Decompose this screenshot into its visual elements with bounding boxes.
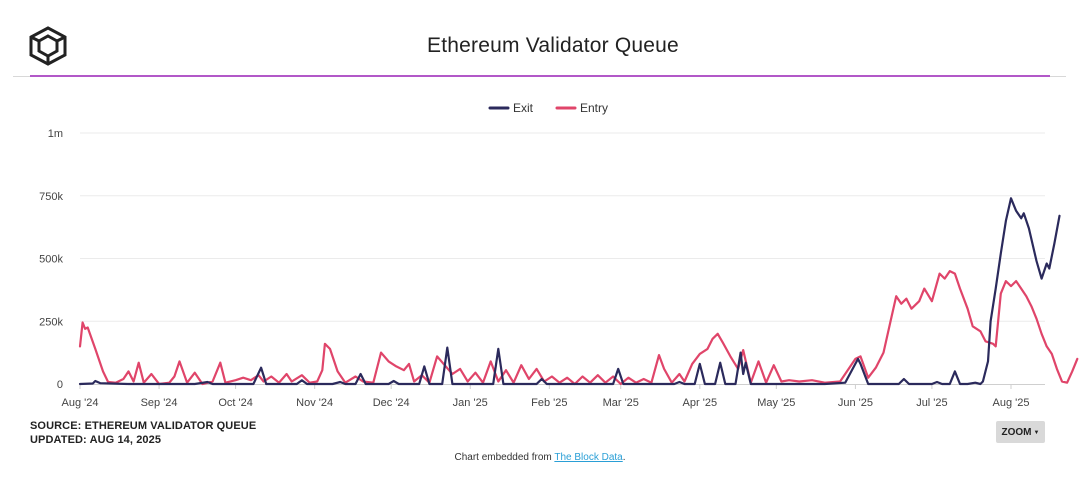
x-tick-label: Dec '24 [373,397,410,409]
the-block-logo-icon[interactable] [28,26,68,66]
validator-queue-line-chart[interactable]: 0 250k 500k 750k 1m Aug '24 Sep '24 Oct '24 Nov … [0,80,1080,410]
updated-label: UPDATED: AUG 14, 2025 [30,434,162,446]
x-tick-label: May '25 [757,397,795,409]
x-tick-label: Mar '25 [603,397,639,409]
x-tick-label: Jul '25 [916,397,947,409]
series-line-exit [78,197,1061,386]
zoom-button[interactable]: ZOOM ▼ [996,421,1045,443]
embed-suffix: . [622,452,626,463]
x-tick-label: Apr '25 [683,397,718,409]
y-tick-label: 250k [39,316,63,328]
the-block-data-link[interactable]: The Block Data [554,452,623,463]
y-tick-label: 750k [39,191,63,203]
header-accent-divider [30,75,1050,77]
embed-credit: Chart embedded from The Block Data. [0,452,1080,463]
page-title: Ethereum Validator Queue [427,34,679,57]
y-tick-label: 0 [57,379,63,391]
chart-source: SOURCE: ETHEREUM VALIDATOR QUEUE UPDATED… [30,419,256,447]
x-tick-label: Aug '24 [62,397,99,409]
x-tick-label: Sep '24 [141,397,178,409]
source-label: SOURCE: ETHEREUM VALIDATOR QUEUE [30,420,257,432]
x-tick-label: Nov '24 [296,397,333,409]
x-tick-label: Aug '25 [993,397,1030,409]
y-tick-label: 500k [39,254,63,266]
x-tick-label: Feb '25 [531,397,567,409]
embed-prefix: Chart embedded from [454,452,555,463]
y-tick-label: 1m [48,128,63,140]
series-line-entry [78,270,1079,386]
chart-header: Ethereum Validator Queue [0,0,1080,78]
legend-label-exit: Exit [513,101,534,115]
legend-label-entry: Entry [580,101,608,115]
caret-down-icon: ▼ [1033,429,1040,436]
x-tick-label: Jun '25 [838,397,873,409]
x-tick-label: Jan '25 [453,397,488,409]
x-tick-label: Oct '24 [218,397,253,409]
zoom-button-label: ZOOM [1001,426,1032,438]
